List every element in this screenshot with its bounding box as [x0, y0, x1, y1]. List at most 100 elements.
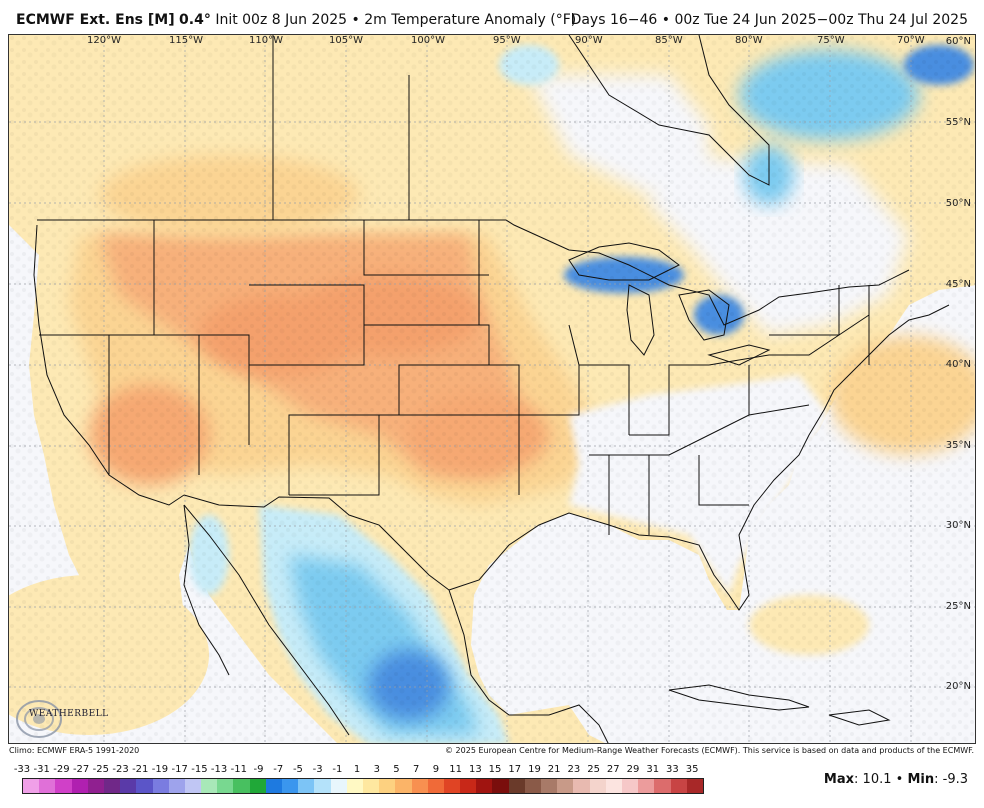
scale-label: 13: [468, 764, 482, 775]
scale-label: 17: [508, 764, 522, 775]
scale-label: 7: [413, 764, 420, 775]
lon-label: 110°W: [249, 35, 283, 46]
logo-text: WEATHERBELL: [29, 709, 109, 719]
scale-label: 3: [373, 764, 380, 775]
lat-label: 40°N: [945, 359, 971, 370]
lat-label: 30°N: [945, 520, 971, 531]
scale-label: -31: [33, 764, 50, 775]
lat-label: 25°N: [945, 601, 971, 612]
gulf-coast: [448, 304, 950, 611]
scale-swatch: [460, 779, 477, 793]
scale-swatch: [379, 779, 396, 793]
scale-swatch: [168, 779, 185, 793]
ecmwf-credit: © 2025 European Centre for Medium-Range …: [445, 746, 974, 755]
scale-swatch: [605, 779, 622, 793]
scale-swatch: [314, 779, 331, 793]
scale-swatch: [217, 779, 234, 793]
scale-swatch: [427, 779, 444, 793]
baja-peninsula: [183, 504, 230, 676]
scale-swatch: [395, 779, 412, 793]
lat-label: 55°N: [945, 117, 971, 128]
scale-swatch: [654, 779, 671, 793]
scale-swatch: [476, 779, 493, 793]
scale-label: 9: [432, 764, 440, 775]
scale-swatch: [638, 779, 655, 793]
hudson-bay: [568, 35, 770, 186]
logo-swirl-icon: [16, 700, 62, 738]
scale-label: -19: [151, 764, 169, 775]
scale-label: -27: [72, 764, 90, 775]
init-time: Init 00z 8 Jun 2025: [215, 12, 348, 28]
scale-swatch: [265, 779, 282, 793]
scale-label: -23: [112, 764, 129, 775]
scale-swatch: [282, 779, 299, 793]
scale-swatch: [362, 779, 380, 793]
lon-label: 75°W: [817, 35, 845, 46]
field-name: 2m Temperature Anomaly (°F): [364, 12, 577, 28]
scale-label: -33: [13, 764, 31, 775]
lon-label: 100°W: [411, 35, 445, 46]
lon-label: 80°W: [735, 35, 763, 46]
us-mexico-border: [183, 494, 450, 591]
min-value: -9.3: [942, 772, 968, 787]
anomaly-map: 120°W 115°W 110°W 105°W 100°W 95°W 90°W …: [8, 34, 976, 744]
lake-superior: [568, 242, 680, 281]
max-min-stats: Max: 10.1 • Min: -9.3: [823, 772, 968, 787]
scale-swatch: [71, 779, 88, 793]
lon-label: 105°W: [329, 35, 363, 46]
scale-label: -29: [53, 764, 70, 775]
max-value: 10.1: [862, 772, 892, 787]
scale-label: -25: [92, 764, 109, 775]
scale-bar: [22, 778, 704, 794]
scale-label: -17: [171, 764, 188, 775]
scale-swatch: [346, 779, 363, 793]
lon-label: 120°W: [87, 35, 121, 46]
anomaly-shading: [9, 35, 975, 743]
cuba: [668, 684, 810, 711]
state-lines-east: [708, 285, 870, 415]
model-name: ECMWF Ext. Ens [M]: [16, 12, 175, 28]
scale-label: -21: [132, 764, 149, 775]
scale-labels: -33 -31 -29 -27 -25 -23 -21 -19 -17 -15 -1 3 -11 -9 -7…: [13, 764, 706, 778]
lat-label: 60°N: [945, 36, 971, 47]
scale-swatch: [39, 779, 56, 793]
scale-swatch: [120, 779, 137, 793]
scale-swatch: [573, 779, 590, 793]
scale-label: -11: [230, 764, 247, 775]
scale-label: 27: [606, 764, 620, 775]
scale-swatch: [524, 779, 541, 793]
map-header: ECMWF Ext. Ens [M] 0.4° Init 00z 8 Jun 2…: [0, 0, 984, 34]
scale-swatch: [492, 779, 509, 793]
lon-label: 85°W: [655, 35, 683, 46]
scale-swatch: [508, 779, 525, 793]
max-label: Max: [823, 772, 855, 787]
lat-label: 35°N: [945, 440, 971, 451]
scale-swatch: [249, 779, 266, 793]
scale-label: 5: [393, 764, 400, 775]
scale-label: -1: [332, 764, 343, 775]
scale-label: 31: [646, 764, 660, 775]
scale-label: 23: [567, 764, 581, 775]
scale-swatch: [23, 779, 40, 793]
scale-swatch: [55, 779, 72, 793]
scale-label: 19: [528, 764, 541, 775]
scale-label: 15: [488, 764, 502, 775]
title-separator: •: [351, 12, 360, 28]
scale-label: -7: [273, 764, 284, 775]
mexico-coast: [448, 589, 609, 743]
map-canvas: [9, 35, 975, 743]
scale-label: -3: [312, 764, 323, 775]
scale-swatch: [411, 779, 428, 793]
scale-swatch: [621, 779, 639, 793]
scale-swatch: [233, 779, 250, 793]
scale-swatch: [330, 779, 347, 793]
lat-label: 45°N: [945, 279, 971, 290]
lon-label: 115°W: [169, 35, 203, 46]
scale-swatch: [686, 779, 703, 793]
west-coast: [33, 224, 185, 506]
lat-label: 20°N: [945, 681, 971, 692]
color-scale: -33 -31 -29 -27 -25 -23 -21 -19 -17 -15 -1 3 -11 -9 -7…: [13, 764, 706, 804]
scale-label: -9: [253, 764, 264, 775]
scale-label: -15: [191, 764, 208, 775]
scale-label: -5: [292, 764, 303, 775]
